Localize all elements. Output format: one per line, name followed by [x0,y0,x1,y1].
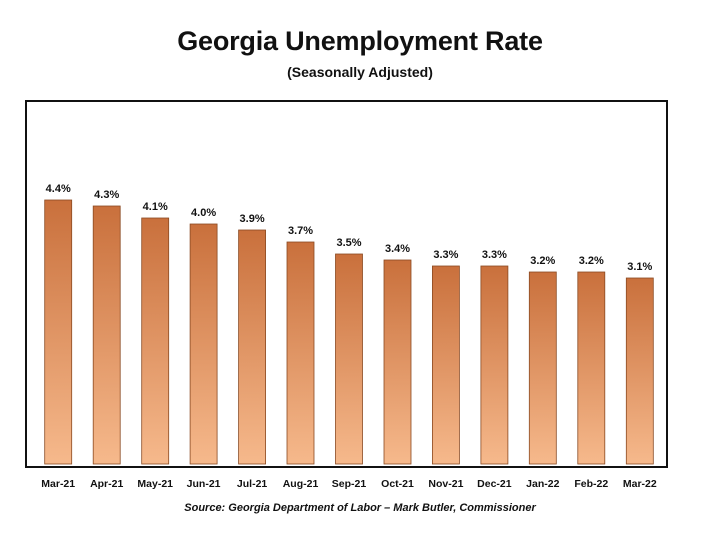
bar-Jan-22 [528,271,557,465]
data-label-Mar-21: 4.4% [46,183,71,195]
data-label-Sep-21: 3.5% [336,237,361,249]
data-label-Nov-21: 3.3% [433,249,458,261]
x-tick-label-Nov-21: Nov-21 [428,478,463,490]
chart-subtitle: (Seasonally Adjusted) [287,64,433,80]
bar-Jul-21 [238,229,267,465]
x-tick-label-Jul-21: Jul-21 [237,478,268,490]
data-label-Dec-21: 3.3% [482,249,507,261]
x-tick-label-May-21: May-21 [137,478,173,490]
data-label-Mar-22: 3.1% [627,261,652,273]
data-label-Apr-21: 4.3% [94,189,119,201]
bar-Aug-21 [286,241,315,465]
x-tick-label-Sep-21: Sep-21 [332,478,367,490]
x-tick-label-Feb-22: Feb-22 [574,478,608,490]
x-tick-label-Jan-22: Jan-22 [526,478,559,490]
x-tick-label-Aug-21: Aug-21 [283,478,319,490]
data-label-Jun-21: 4.0% [191,207,216,219]
bar-Nov-21 [431,265,460,465]
x-tick-label-Dec-21: Dec-21 [477,478,512,490]
x-tick-label-Mar-21: Mar-21 [41,478,75,490]
x-tick-label-Jun-21: Jun-21 [187,478,221,490]
bar-Oct-21 [383,259,412,465]
data-label-Aug-21: 3.7% [288,225,313,237]
x-tick-label-Oct-21: Oct-21 [381,478,414,490]
bar-Dec-21 [480,265,509,465]
bar-Mar-22 [625,277,654,465]
bar-Mar-21 [44,199,73,465]
x-tick-label-Apr-21: Apr-21 [90,478,123,490]
bar-Sep-21 [335,253,363,465]
x-tick-label-Mar-22: Mar-22 [623,478,657,490]
bar-Jun-21 [189,223,218,465]
source-note: Source: Georgia Department of Labor – Ma… [184,502,536,514]
bar-Feb-22 [577,271,606,465]
bar-Apr-21 [92,205,121,465]
data-label-Jul-21: 3.9% [240,213,265,225]
data-label-Oct-21: 3.4% [385,243,410,255]
bar-May-21 [141,217,170,465]
data-label-May-21: 4.1% [143,201,168,213]
data-label-Feb-22: 3.2% [579,255,604,267]
data-label-Jan-22: 3.2% [530,255,555,267]
chart-title: Georgia Unemployment Rate [177,26,543,56]
